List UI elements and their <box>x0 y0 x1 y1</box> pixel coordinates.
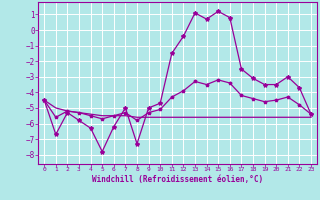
X-axis label: Windchill (Refroidissement éolien,°C): Windchill (Refroidissement éolien,°C) <box>92 175 263 184</box>
